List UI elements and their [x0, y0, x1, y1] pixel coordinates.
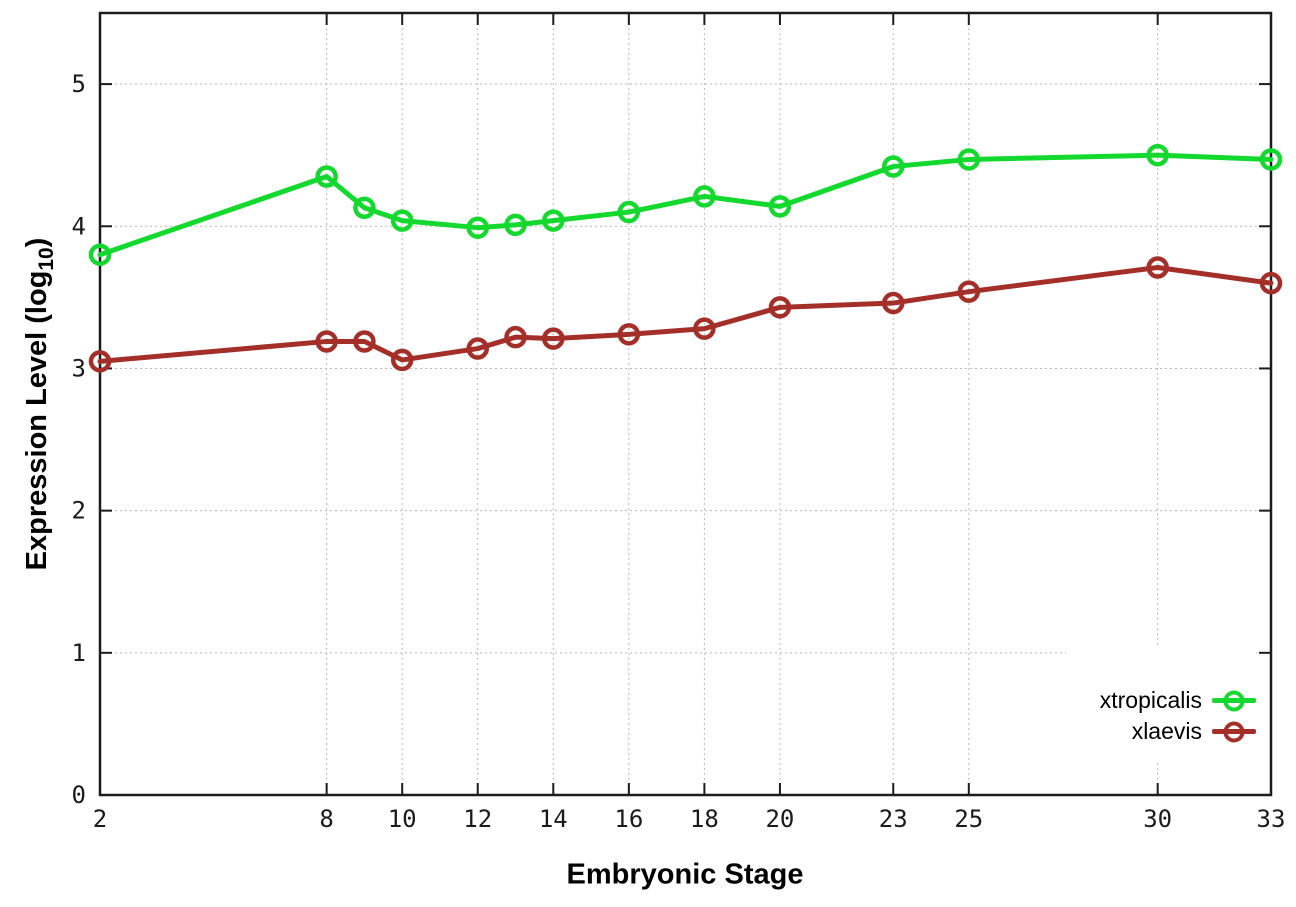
- data-point-xtropicalis: [882, 155, 905, 178]
- y-tick-label: 2: [72, 497, 86, 525]
- data-point-xlaevis: [693, 317, 716, 340]
- x-tick-label: 25: [954, 805, 983, 833]
- series-line-xlaevis: [97, 265, 1274, 364]
- x-tick-label: 8: [319, 805, 333, 833]
- y-tick-label: 3: [72, 354, 86, 382]
- data-point-xtropicalis: [390, 209, 414, 232]
- series-line-xtropicalis: [97, 152, 1274, 258]
- x-tick-label: 10: [388, 805, 417, 833]
- data-point-xtropicalis: [1146, 143, 1169, 167]
- data-point-xlaevis: [504, 325, 527, 349]
- y-axis-title: Expression Level (log10): [21, 238, 59, 571]
- x-tick-label: 30: [1143, 805, 1172, 833]
- data-point-xtropicalis: [353, 196, 376, 220]
- legend-item-xlaevis: xlaevis: [1132, 716, 1256, 747]
- y-tick-label: 5: [72, 70, 86, 98]
- data-point-xlaevis: [88, 350, 112, 373]
- data-point-xtropicalis: [1259, 148, 1283, 171]
- data-point-xlaevis: [315, 330, 338, 353]
- data-point-xlaevis: [542, 327, 565, 350]
- x-tick-label: 18: [690, 805, 719, 833]
- legend: xtropicalis xlaevis: [1066, 645, 1256, 760]
- x-tick-label: 16: [614, 805, 643, 833]
- data-point-xtropicalis: [315, 165, 338, 188]
- x-tick-label: 12: [463, 805, 492, 833]
- x-tick-label: 14: [539, 805, 568, 833]
- data-point-xtropicalis: [542, 209, 565, 232]
- x-axis-title: Embryonic Stage: [566, 858, 804, 891]
- data-point-xtropicalis: [768, 195, 792, 218]
- data-point-xtropicalis: [88, 243, 112, 266]
- data-point-xlaevis: [617, 323, 641, 346]
- data-point-xlaevis: [957, 280, 981, 303]
- x-tick-label: 23: [879, 805, 908, 833]
- y-axis-title-text: Expression Level (log: [21, 270, 54, 571]
- legend-item-xtropicalis: xtropicalis: [1100, 685, 1256, 716]
- data-point-xlaevis: [768, 296, 792, 319]
- y-axis-title-suffix: ): [21, 237, 54, 248]
- data-point-xlaevis: [466, 337, 489, 360]
- data-point-xlaevis: [353, 330, 376, 353]
- y-tick-label: 0: [72, 781, 86, 809]
- legend-marker-circle-icon: [1212, 719, 1256, 745]
- data-point-xtropicalis: [617, 200, 641, 224]
- x-tick-label: 20: [765, 805, 794, 833]
- data-point-xtropicalis: [504, 213, 527, 237]
- data-point-xlaevis: [1146, 256, 1169, 279]
- data-point-xtropicalis: [957, 148, 981, 171]
- x-tick-label: 33: [1257, 805, 1286, 833]
- legend-marker-circle-icon: [1212, 688, 1256, 714]
- plot-border: [98, 11, 1273, 797]
- data-point-xtropicalis: [466, 216, 489, 239]
- legend-ring-icon: [1223, 690, 1245, 711]
- legend-label: xlaevis: [1131, 718, 1202, 744]
- data-point-xlaevis: [882, 291, 905, 315]
- data-point-xtropicalis: [693, 185, 716, 208]
- data-point-xlaevis: [390, 348, 414, 372]
- y-tick-label: 1: [72, 639, 86, 667]
- data-point-xlaevis: [1259, 271, 1283, 295]
- legend-label: xtropicalis: [1099, 687, 1202, 713]
- legend-ring-icon: [1223, 721, 1245, 742]
- x-tick-label: 2: [93, 805, 107, 833]
- y-axis-title-subscript: 10: [34, 247, 58, 271]
- y-tick-label: 4: [72, 212, 86, 240]
